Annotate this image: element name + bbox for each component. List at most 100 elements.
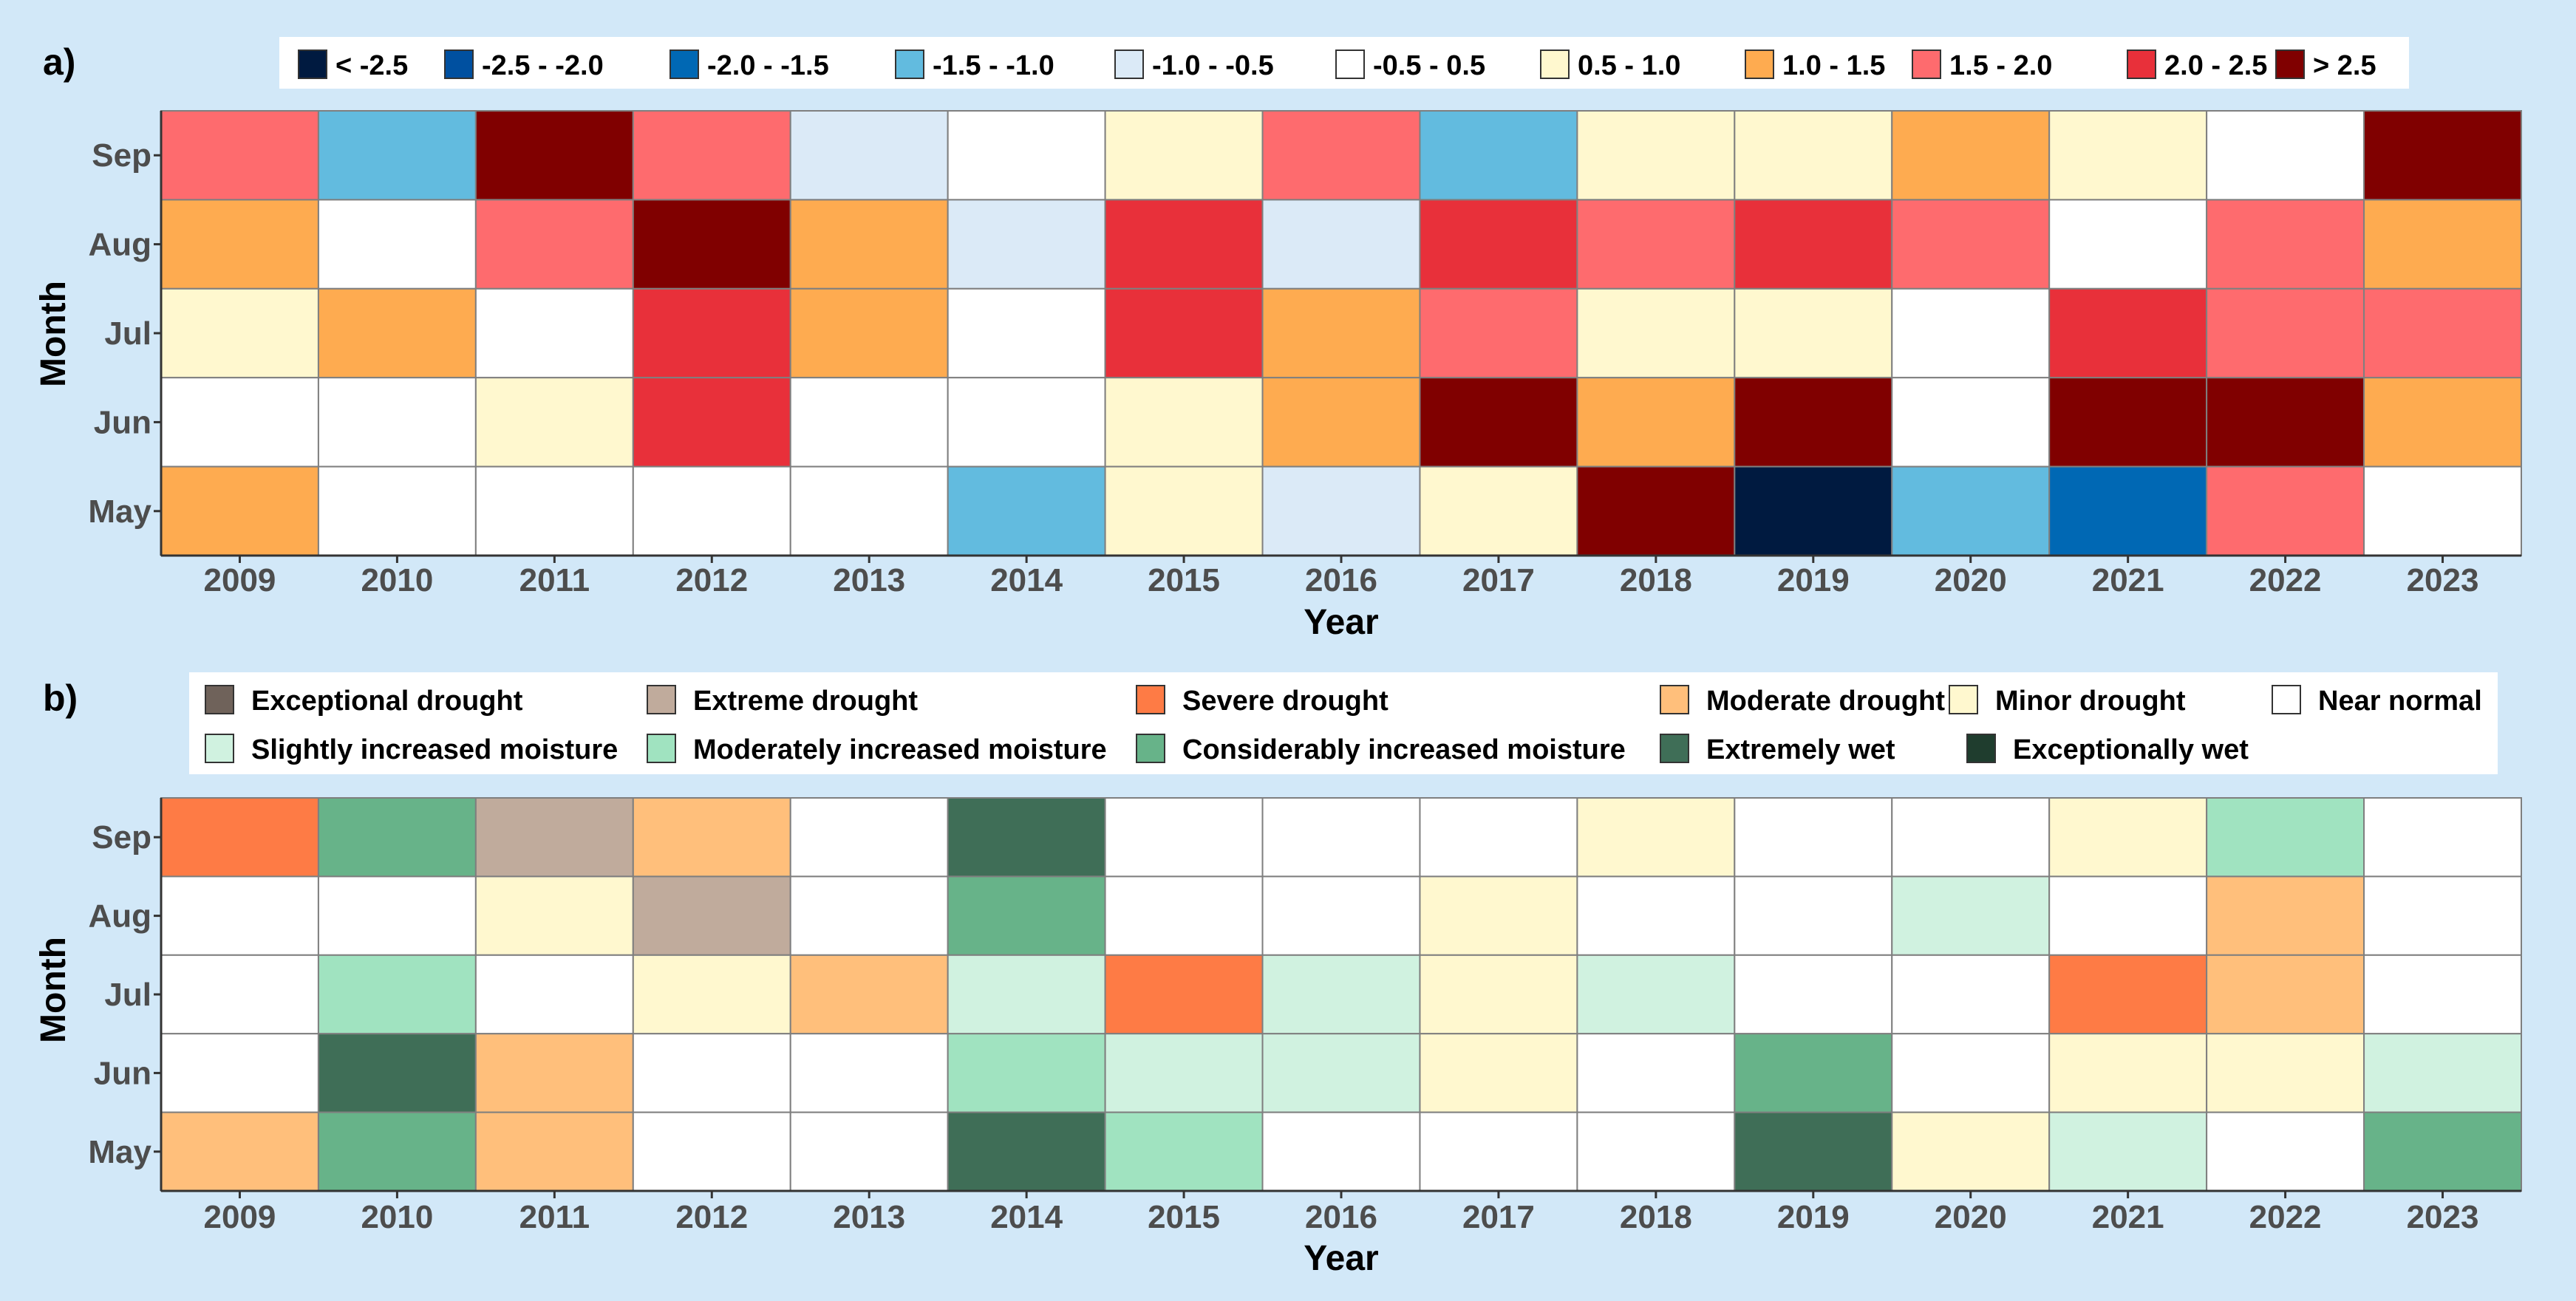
panel-b-y-tick-aug: Aug bbox=[88, 898, 151, 935]
panel-a-cell-jun-2012 bbox=[632, 377, 791, 468]
panel-a-cell-aug-2012 bbox=[632, 199, 791, 290]
panel-b-legend-swatch-0 bbox=[205, 685, 234, 714]
panel-a-y-tick-may: May bbox=[88, 494, 151, 530]
panel-b-legend-label-6: Slightly increased moisture bbox=[251, 734, 618, 765]
panel-a-cell-sep-2021 bbox=[2048, 110, 2208, 201]
panel-a-cell-sep-2019 bbox=[1734, 110, 1893, 201]
panel-b-cell-jul-2017 bbox=[1419, 954, 1578, 1035]
panel-a-cell-may-2011 bbox=[474, 465, 634, 556]
panel-b-cell-jul-2010 bbox=[317, 954, 477, 1035]
panel-b-x-tick-2010: 2010 bbox=[361, 1199, 433, 1235]
panel-a-y-ticks: Sep Aug Jul Jun May bbox=[88, 137, 161, 530]
panel-a-cell-jul-2013 bbox=[789, 287, 949, 379]
panel-a-legend-swatch-0 bbox=[298, 49, 327, 79]
panel-b-x-tick-2023: 2023 bbox=[2407, 1199, 2479, 1235]
panel-b-cell-jun-2020 bbox=[1891, 1033, 2051, 1113]
panel-b-cell-aug-2020 bbox=[1891, 875, 2051, 956]
panel-a-x-tick-2023: 2023 bbox=[2407, 562, 2479, 598]
panel-b-legend-swatch-5 bbox=[2272, 685, 2301, 714]
panel-a-cell-jun-2023 bbox=[2363, 377, 2523, 468]
panel-b-cell-sep-2012 bbox=[632, 797, 791, 878]
panel-b-legend-label-4: Minor drought bbox=[1995, 686, 2186, 717]
panel-b-cell-jun-2023 bbox=[2363, 1033, 2523, 1113]
panel-a-x-tick-2020: 2020 bbox=[1935, 562, 2007, 598]
panel-a-cell-may-2019 bbox=[1734, 465, 1893, 556]
panel-b-legend-swatch-8 bbox=[1136, 734, 1165, 763]
panel-b-cell-jul-2020 bbox=[1891, 954, 2051, 1035]
panel-a-cell-jun-2015 bbox=[1104, 377, 1264, 468]
panel-a-cell-jul-2021 bbox=[2048, 287, 2208, 379]
panel-b-legend-swatch-7 bbox=[647, 734, 676, 763]
panel-b-cell-aug-2022 bbox=[2206, 875, 2365, 956]
panel-a-legend-label-7: 1.0 - 1.5 bbox=[1782, 50, 1885, 81]
panel-a-cell-may-2009 bbox=[160, 465, 319, 556]
panel-b-cell-jun-2014 bbox=[947, 1033, 1106, 1113]
panel-b-cell-jun-2015 bbox=[1104, 1033, 1264, 1113]
panel-b-legend-label-0: Exceptional drought bbox=[251, 686, 523, 717]
panel-b-cell-sep-2018 bbox=[1576, 797, 1736, 878]
panel-a-cell-may-2022 bbox=[2206, 465, 2365, 556]
panel-b-legend-swatch-4 bbox=[1949, 685, 1978, 714]
panel-a-cell-aug-2020 bbox=[1891, 199, 2051, 290]
panel-b-cell-jul-2018 bbox=[1576, 954, 1736, 1035]
panel-b-cell-may-2011 bbox=[474, 1111, 634, 1192]
panel-a-cell-jul-2023 bbox=[2363, 287, 2523, 379]
panel-b-cell-jun-2011 bbox=[474, 1033, 634, 1113]
panel-b-cell-sep-2022 bbox=[2206, 797, 2365, 878]
panel-b-cell-jun-2009 bbox=[160, 1033, 319, 1113]
panel-a-cell-sep-2009 bbox=[160, 110, 319, 201]
panel-a-cell-aug-2010 bbox=[317, 199, 477, 290]
panel-a-legend-swatch-1 bbox=[444, 49, 474, 79]
panel-a-cell-may-2017 bbox=[1419, 465, 1578, 556]
panel-a-cell-jul-2016 bbox=[1261, 287, 1421, 379]
panel-a-cell-jul-2010 bbox=[317, 287, 477, 379]
panel-a-x-tick-2010: 2010 bbox=[361, 562, 433, 598]
panel-a-legend-label-10: > 2.5 bbox=[2313, 50, 2376, 81]
panel-a-cell-aug-2022 bbox=[2206, 199, 2365, 290]
panel-a-cell-may-2016 bbox=[1261, 465, 1421, 556]
panel-a-cell-sep-2022 bbox=[2206, 110, 2365, 201]
panel-b-x-tick-2014: 2014 bbox=[990, 1199, 1063, 1235]
panel-a-x-tick-2018: 2018 bbox=[1620, 562, 1692, 598]
panel-b-x-tick-2012: 2012 bbox=[675, 1199, 748, 1235]
panel-b-cell-may-2009 bbox=[160, 1111, 319, 1192]
panel-b-cell-may-2023 bbox=[2363, 1111, 2523, 1192]
panel-b-x-tick-2013: 2013 bbox=[833, 1199, 905, 1235]
panel-a-x-tick-2016: 2016 bbox=[1305, 562, 1377, 598]
panel-b-cell-aug-2015 bbox=[1104, 875, 1264, 956]
panel-b-cell-jun-2016 bbox=[1261, 1033, 1421, 1113]
panel-b-cell-jun-2010 bbox=[317, 1033, 477, 1113]
panel-b-cell-aug-2023 bbox=[2363, 875, 2523, 956]
panel-a-cell-jun-2011 bbox=[474, 377, 634, 468]
panel-a-cell-sep-2023 bbox=[2363, 110, 2523, 201]
panel-a-cell-jun-2021 bbox=[2048, 377, 2208, 468]
panel-a-cell-aug-2017 bbox=[1419, 199, 1578, 290]
panel-a-legend-label-2: -2.0 - -1.5 bbox=[707, 50, 829, 81]
panel-b-x-tick-2020: 2020 bbox=[1935, 1199, 2007, 1235]
panel-a-cell-jul-2019 bbox=[1734, 287, 1893, 379]
panel-b-cell-jul-2011 bbox=[474, 954, 634, 1035]
panel-a-x-tick-2015: 2015 bbox=[1148, 562, 1220, 598]
panel-b-cell-aug-2021 bbox=[2048, 875, 2208, 956]
panel-b-cell-jul-2015 bbox=[1104, 954, 1264, 1035]
panel-a-legend-swatch-2 bbox=[669, 49, 699, 79]
panel-a-cell-may-2018 bbox=[1576, 465, 1736, 556]
panel-b-cell-aug-2018 bbox=[1576, 875, 1736, 956]
panel-a-cell-sep-2017 bbox=[1419, 110, 1578, 201]
panel-b-legend-label-5: Near normal bbox=[2318, 686, 2482, 717]
panel-a-x-tick-2011: 2011 bbox=[519, 562, 590, 598]
panel-a-x-tick-2019: 2019 bbox=[1777, 562, 1850, 598]
panel-a-cell-aug-2021 bbox=[2048, 199, 2208, 290]
panel-b: b) Exceptional drought Extreme drought Sev… bbox=[34, 672, 2523, 1278]
panel-a-cell-jul-2014 bbox=[947, 287, 1106, 379]
panel-b-legend-swatch-6 bbox=[205, 734, 234, 763]
panel-b-legend-label-2: Severe drought bbox=[1182, 686, 1388, 717]
panel-a-legend-label-8: 1.5 - 2.0 bbox=[1949, 50, 2052, 81]
panel-a-cell-aug-2015 bbox=[1104, 199, 1264, 290]
panel-b-cell-aug-2014 bbox=[947, 875, 1106, 956]
panel-a-legend-swatch-9 bbox=[2127, 49, 2156, 79]
panel-b-y-tick-sep: Sep bbox=[92, 819, 151, 856]
panel-a-cell-jul-2011 bbox=[474, 287, 634, 379]
panel-b-cell-may-2021 bbox=[2048, 1111, 2208, 1192]
panel-b-cell-jun-2019 bbox=[1734, 1033, 1893, 1113]
